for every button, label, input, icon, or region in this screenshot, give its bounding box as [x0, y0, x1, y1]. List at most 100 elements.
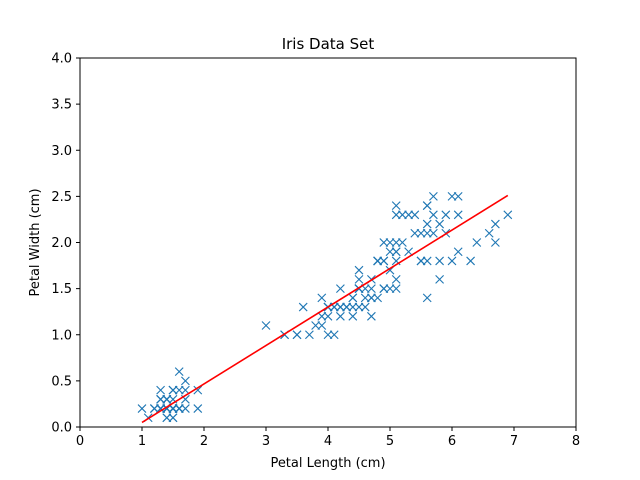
- data-point-stroke: [385, 247, 395, 257]
- data-point-stroke: [379, 256, 389, 266]
- data-point: [168, 385, 178, 395]
- data-point-stroke: [354, 302, 364, 312]
- data-point-stroke: [292, 330, 302, 340]
- data-point: [422, 201, 432, 210]
- data-point-stroke: [168, 404, 178, 413]
- data-point-stroke: [435, 275, 444, 284]
- data-point-stroke: [305, 330, 314, 340]
- data-point: [429, 191, 438, 201]
- x-tick-label: 5: [386, 434, 394, 449]
- data-point-stroke: [336, 311, 345, 321]
- data-point-stroke: [410, 210, 420, 220]
- data-point-stroke: [162, 413, 172, 423]
- data-point: [193, 385, 203, 395]
- data-point-stroke: [354, 265, 364, 275]
- data-point-stroke: [379, 284, 389, 294]
- data-point: [329, 330, 339, 340]
- data-point: [404, 247, 413, 257]
- data-point-stroke: [435, 256, 444, 266]
- data-point: [181, 404, 190, 413]
- data-point: [317, 311, 327, 321]
- data-point-stroke: [416, 256, 426, 266]
- data-point: [398, 210, 407, 220]
- data-point-stroke: [168, 394, 178, 404]
- data-point-stroke: [385, 238, 395, 247]
- data-point-stroke: [422, 201, 432, 210]
- data-point-stroke: [453, 247, 463, 257]
- data-point: [311, 321, 320, 330]
- data-point: [317, 293, 327, 303]
- data-point-stroke: [336, 302, 345, 312]
- data-point: [410, 210, 420, 220]
- data-point: [336, 284, 345, 294]
- data-point-stroke: [422, 293, 432, 303]
- data-point-stroke: [472, 238, 482, 247]
- data-point: [491, 238, 500, 247]
- x-axis-title: Petal Length (cm): [270, 456, 385, 471]
- data-point-stroke: [329, 302, 339, 312]
- data-point: [354, 265, 364, 275]
- data-point-stroke: [336, 284, 345, 294]
- data-point: [174, 404, 184, 413]
- data-point-stroke: [317, 321, 327, 330]
- data-point-stroke: [311, 321, 320, 330]
- x-tick-label: 3: [262, 434, 270, 449]
- data-point: [453, 247, 463, 257]
- data-point: [484, 228, 494, 238]
- data-point: [472, 238, 482, 247]
- data-point: [491, 219, 500, 229]
- data-point-stroke: [181, 404, 190, 413]
- data-point-stroke: [181, 385, 190, 395]
- data-point: [367, 311, 376, 321]
- data-point-stroke: [168, 385, 178, 395]
- data-point: [416, 256, 426, 266]
- data-point-stroke: [342, 302, 351, 312]
- data-point-stroke: [156, 404, 165, 413]
- data-point: [416, 228, 426, 238]
- data-point: [398, 238, 407, 247]
- data-point: [391, 238, 401, 247]
- data-point-stroke: [373, 293, 382, 303]
- data-point: [422, 293, 432, 303]
- data-point: [168, 413, 178, 423]
- y-tick-label: 4.0: [51, 52, 72, 67]
- data-point-stroke: [435, 219, 444, 229]
- data-point: [435, 256, 444, 266]
- data-point-stroke: [348, 302, 358, 312]
- y-tick-label: 2.0: [51, 236, 72, 251]
- data-marks: [137, 191, 513, 423]
- data-point: [181, 376, 190, 386]
- data-point-stroke: [181, 394, 190, 404]
- data-point-stroke: [354, 275, 364, 284]
- data-point-stroke: [174, 404, 184, 413]
- data-point-stroke: [360, 302, 370, 312]
- data-point-stroke: [329, 330, 339, 340]
- data-point-stroke: [317, 311, 327, 321]
- data-point: [391, 201, 401, 210]
- data-point-stroke: [422, 219, 432, 229]
- data-point: [342, 302, 351, 312]
- data-point-stroke: [398, 238, 407, 247]
- data-point-stroke: [441, 210, 451, 220]
- data-point-stroke: [453, 210, 463, 220]
- data-point: [391, 210, 401, 220]
- data-point-stroke: [391, 284, 401, 294]
- data-point: [292, 330, 302, 340]
- data-point-stroke: [360, 284, 370, 294]
- data-point-stroke: [181, 376, 190, 386]
- data-point: [379, 238, 389, 247]
- data-point-stroke: [429, 210, 438, 220]
- x-tick-label: 1: [138, 434, 146, 449]
- x-tick-label: 0: [76, 434, 84, 449]
- data-point: [435, 275, 444, 284]
- data-point-stroke: [484, 228, 494, 238]
- data-point: [317, 321, 327, 330]
- data-point: [162, 394, 172, 404]
- data-point: [193, 404, 203, 413]
- data-point: [367, 293, 376, 303]
- data-point-stroke: [391, 238, 401, 247]
- data-point: [385, 247, 395, 257]
- data-point-stroke: [360, 293, 370, 303]
- data-point: [453, 210, 463, 220]
